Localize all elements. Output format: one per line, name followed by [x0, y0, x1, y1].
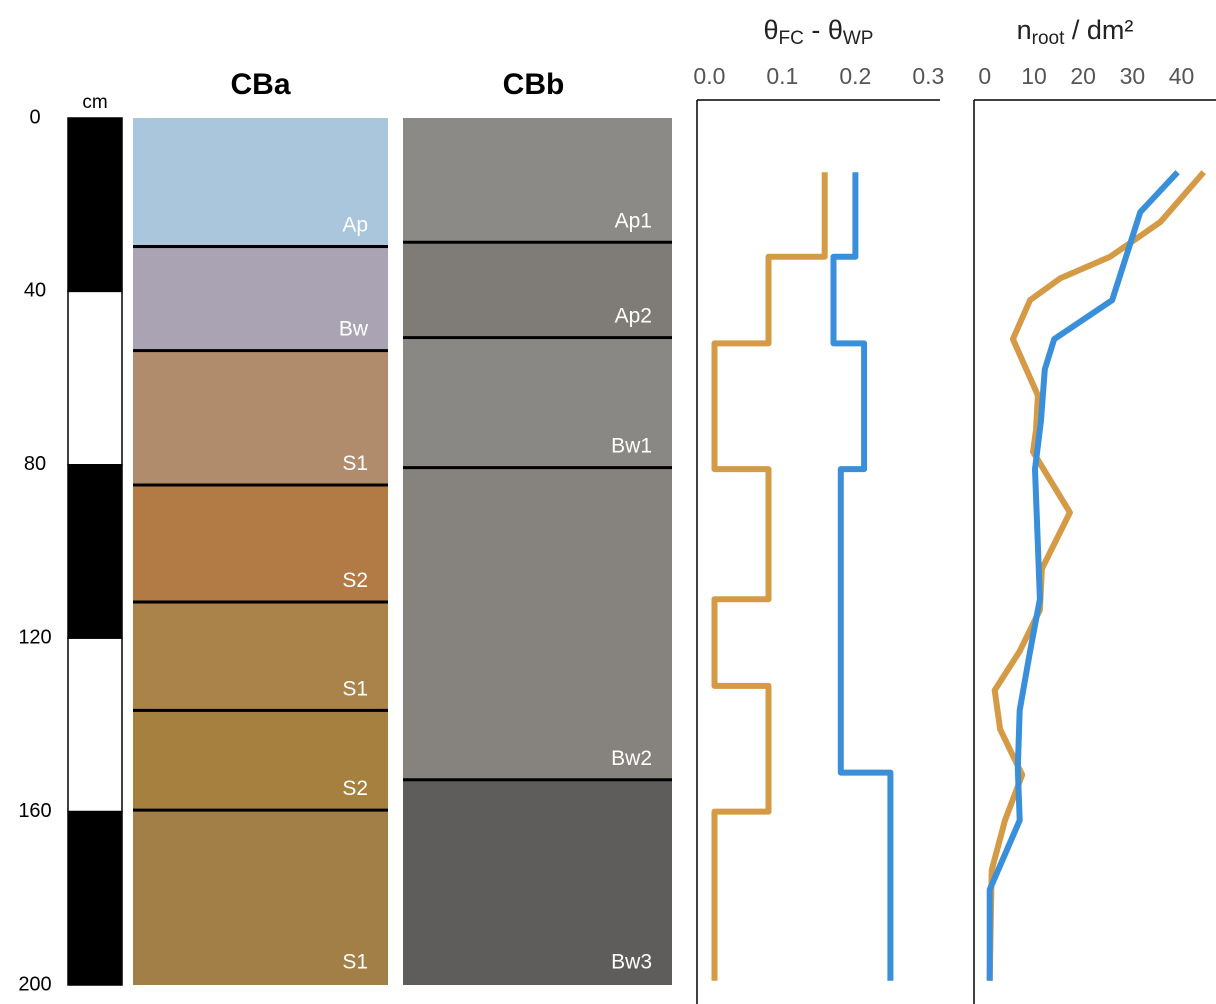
data-line	[986, 170, 1180, 981]
data-line	[711, 172, 828, 981]
horizon-photo	[403, 118, 672, 244]
horizon-label: S1	[342, 951, 368, 974]
scale-bar-segment	[67, 637, 123, 813]
horizon-label: Ap2	[615, 305, 652, 328]
horizon-label: Bw1	[611, 435, 652, 458]
horizon-photo	[133, 603, 388, 712]
profile-title: CBa	[230, 68, 290, 101]
horizon-label: Bw	[339, 318, 369, 341]
scale-bar-segment	[67, 464, 123, 639]
depth-tick-label: 40	[24, 280, 46, 302]
chart-title: nroot / dm²	[1017, 15, 1134, 49]
x-tick-label: 0.1	[766, 63, 798, 89]
x-tick-label: 40	[1169, 63, 1195, 89]
title-part: θ	[764, 15, 779, 45]
horizon-photo	[133, 118, 388, 249]
horizon-photo	[403, 243, 672, 340]
x-tick-label: 30	[1120, 63, 1146, 89]
x-tick-label: 0	[978, 63, 991, 89]
horizon-label: S1	[342, 452, 368, 475]
depth-tick-label: 200	[18, 973, 51, 995]
x-tick-label: 0.3	[912, 63, 944, 89]
horizon-label: Bw2	[611, 747, 652, 770]
horizon-photo	[133, 711, 388, 812]
x-tick-label: 20	[1070, 63, 1096, 89]
depth-tick-label: 80	[24, 453, 46, 475]
horizon-photo	[403, 339, 672, 470]
horizon-label: S2	[342, 777, 368, 800]
depth-unit: cm	[82, 92, 107, 113]
title-part: WP	[843, 28, 874, 49]
horizon-label: S2	[342, 569, 368, 592]
x-tick-label: 10	[1021, 63, 1047, 89]
horizon-label: Ap	[342, 214, 368, 237]
data-line	[986, 170, 1206, 981]
horizon-label: Bw3	[611, 951, 652, 974]
title-part: n	[1017, 15, 1032, 45]
horizon-photo	[133, 352, 388, 487]
chart-title: θFC - θWP	[764, 15, 874, 49]
horizon-photo	[133, 248, 388, 353]
depth-tick-label: 120	[18, 626, 51, 648]
title-part: - θ	[804, 15, 843, 45]
horizon-label: S1	[342, 677, 368, 700]
horizon-photo	[403, 781, 672, 985]
x-tick-label: 0.0	[693, 63, 725, 89]
depth-tick-label: 160	[18, 800, 51, 822]
title-part: / dm²	[1064, 15, 1133, 45]
profile-title: CBb	[503, 68, 565, 101]
scale-bar-segment	[67, 810, 123, 986]
horizon-photo	[133, 486, 388, 604]
data-line	[830, 172, 894, 981]
scale-bar-segment	[67, 117, 123, 293]
x-tick-label: 0.2	[839, 63, 871, 89]
depth-tick-label: 0	[29, 106, 40, 128]
horizon-photo	[403, 469, 672, 782]
horizon-label: Ap1	[615, 209, 652, 232]
horizon-photo	[133, 811, 388, 985]
scale-bar-segment	[67, 290, 123, 466]
title-part: FC	[779, 28, 804, 49]
title-part: root	[1032, 28, 1065, 49]
